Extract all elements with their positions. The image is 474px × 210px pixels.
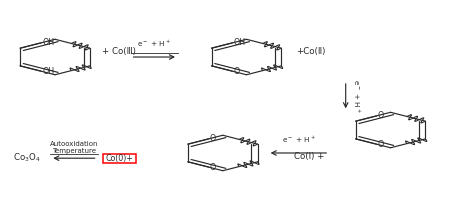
Text: Co(0)+: Co(0)+ — [106, 154, 134, 163]
Text: OH: OH — [42, 67, 54, 76]
Text: + Co(Ⅲ): + Co(Ⅲ) — [102, 47, 136, 56]
Text: Autooxidation
Temperature: Autooxidation Temperature — [50, 141, 98, 154]
Text: e$^-$ + H$^+$: e$^-$ + H$^+$ — [137, 38, 171, 49]
Text: O: O — [378, 140, 384, 149]
Text: OH: OH — [42, 38, 54, 47]
Text: e$^-$ + H$^+$: e$^-$ + H$^+$ — [351, 79, 361, 113]
Text: Co$_3$O$_4$: Co$_3$O$_4$ — [12, 152, 40, 164]
Text: O: O — [210, 163, 216, 172]
Text: Co(Ⅰ) +: Co(Ⅰ) + — [294, 152, 324, 161]
Text: +Co(Ⅱ): +Co(Ⅱ) — [296, 47, 326, 56]
Text: e$^-$ + H$^+$: e$^-$ + H$^+$ — [282, 134, 315, 145]
Text: OH: OH — [234, 38, 246, 47]
Text: O: O — [234, 67, 240, 76]
Text: O: O — [378, 112, 384, 121]
FancyBboxPatch shape — [103, 154, 137, 163]
Text: O: O — [210, 134, 216, 143]
